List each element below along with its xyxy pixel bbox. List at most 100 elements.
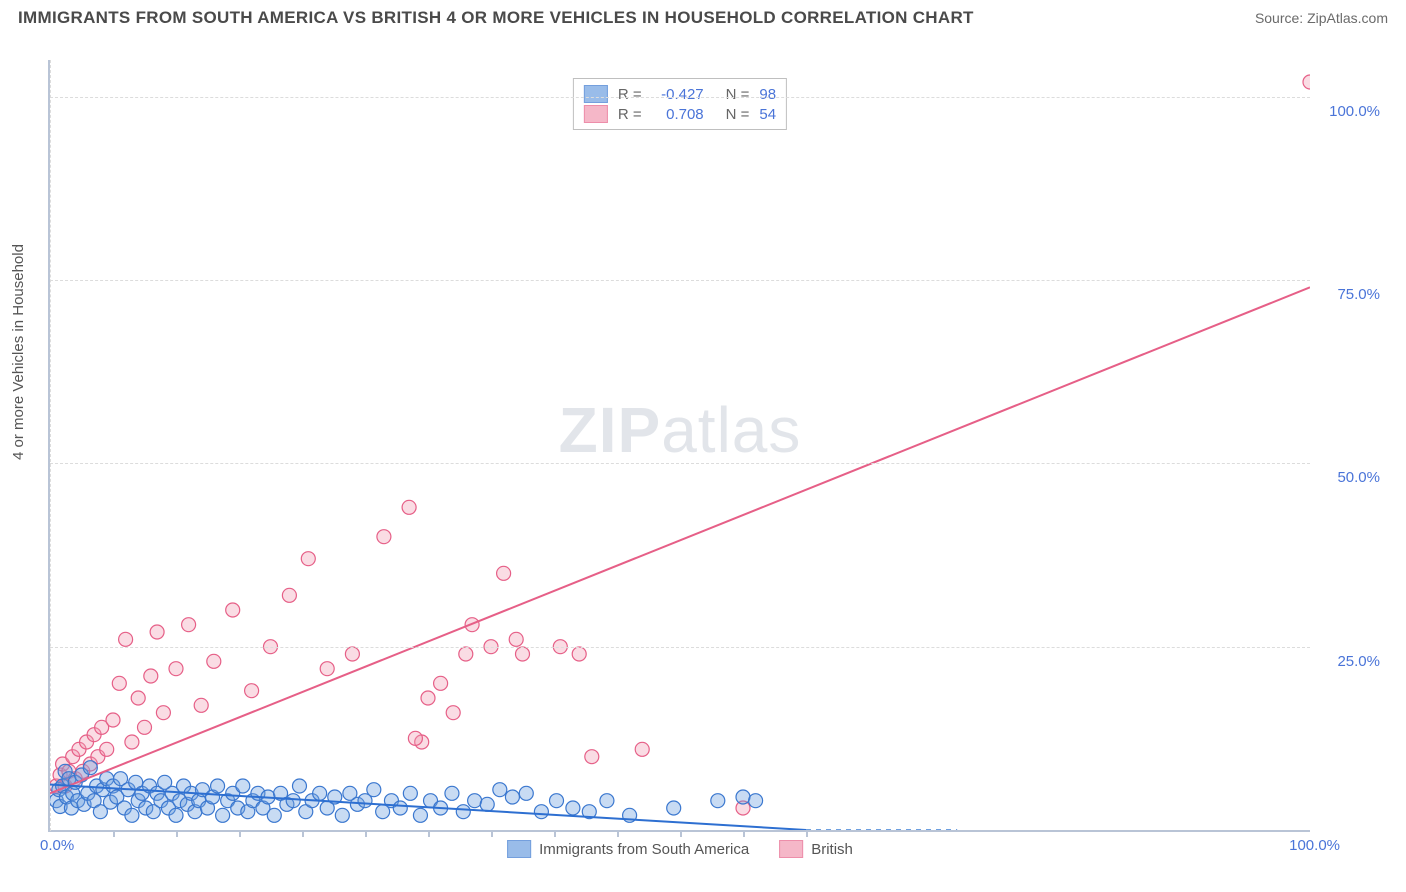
data-point: [585, 750, 599, 764]
data-point: [320, 662, 334, 676]
x-tick: [743, 830, 745, 837]
data-point: [534, 805, 548, 819]
data-point: [282, 588, 296, 602]
data-point: [445, 786, 459, 800]
data-point: [497, 566, 511, 580]
data-point: [635, 742, 649, 756]
x-tick: [680, 830, 682, 837]
data-point: [493, 783, 507, 797]
data-point: [434, 676, 448, 690]
data-point: [509, 632, 523, 646]
data-point: [83, 761, 97, 775]
series-legend-pink: British: [779, 840, 853, 858]
x-axis-label-0: 0.0%: [40, 837, 74, 854]
y-axis-label: 4 or more Vehicles in Household: [10, 244, 27, 460]
y-tick-label: 50.0%: [1337, 469, 1380, 486]
series-name-blue: Immigrants from South America: [539, 841, 749, 858]
data-point: [106, 713, 120, 727]
gridline: [50, 280, 1310, 281]
data-point: [459, 647, 473, 661]
data-point: [736, 790, 750, 804]
data-point: [169, 808, 183, 822]
data-point: [550, 794, 564, 808]
series-legend: Immigrants from South America British: [507, 840, 853, 858]
data-point: [566, 801, 580, 815]
data-point: [119, 632, 133, 646]
x-tick: [302, 830, 304, 837]
data-point: [393, 801, 407, 815]
x-tick: [806, 830, 808, 837]
data-point: [403, 786, 417, 800]
y-tick-label: 100.0%: [1329, 103, 1380, 120]
source-attribution: Source: ZipAtlas.com: [1255, 10, 1388, 26]
data-point: [267, 808, 281, 822]
data-point: [125, 808, 139, 822]
data-point: [156, 706, 170, 720]
data-point: [421, 691, 435, 705]
y-tick-label: 75.0%: [1337, 286, 1380, 303]
data-point: [125, 735, 139, 749]
data-point: [711, 794, 725, 808]
gridline: [50, 463, 1310, 464]
x-tick: [428, 830, 430, 837]
x-tick: [176, 830, 178, 837]
data-point: [335, 808, 349, 822]
chart-container: 4 or more Vehicles in Household ZIPatlas…: [0, 40, 1406, 892]
gridline: [50, 97, 1310, 98]
scatter-svg: [50, 60, 1310, 830]
data-point: [408, 731, 422, 745]
data-point: [402, 500, 416, 514]
x-tick: [491, 830, 493, 837]
series-legend-blue: Immigrants from South America: [507, 840, 749, 858]
data-point: [236, 779, 250, 793]
data-point: [516, 647, 530, 661]
y-tick-label: 25.0%: [1337, 653, 1380, 670]
data-point: [749, 794, 763, 808]
data-point: [286, 794, 300, 808]
data-point: [600, 794, 614, 808]
data-point: [207, 654, 221, 668]
data-point: [131, 691, 145, 705]
source-name: ZipAtlas.com: [1307, 10, 1388, 26]
data-point: [413, 808, 427, 822]
data-point: [345, 647, 359, 661]
swatch-blue: [507, 840, 531, 858]
x-tick: [365, 830, 367, 837]
data-point: [667, 801, 681, 815]
plot-area: ZIPatlas R = -0.427 N = 98 R = 0.708 N =…: [48, 60, 1310, 832]
source-label: Source:: [1255, 10, 1303, 26]
trend-line: [50, 287, 1310, 793]
data-point: [519, 786, 533, 800]
data-point: [112, 676, 126, 690]
data-point: [211, 779, 225, 793]
x-tick: [113, 830, 115, 837]
data-point: [301, 552, 315, 566]
data-point: [138, 720, 152, 734]
data-point: [226, 603, 240, 617]
data-point: [456, 805, 470, 819]
data-point: [572, 647, 586, 661]
data-point: [468, 794, 482, 808]
data-point: [480, 797, 494, 811]
chart-title: IMMIGRANTS FROM SOUTH AMERICA VS BRITISH…: [18, 8, 974, 28]
data-point: [505, 790, 519, 804]
data-point: [100, 742, 114, 756]
data-point: [446, 706, 460, 720]
x-tick: [554, 830, 556, 837]
x-tick: [239, 830, 241, 837]
data-point: [194, 698, 208, 712]
data-point: [367, 783, 381, 797]
x-axis-label-100: 100.0%: [1289, 837, 1340, 854]
data-point: [182, 618, 196, 632]
data-point: [292, 779, 306, 793]
data-point: [377, 530, 391, 544]
data-point: [216, 808, 230, 822]
data-point: [1303, 75, 1310, 89]
swatch-pink: [779, 840, 803, 858]
data-point: [245, 684, 259, 698]
data-point: [169, 662, 183, 676]
series-name-pink: British: [811, 841, 853, 858]
x-tick: [617, 830, 619, 837]
data-point: [150, 625, 164, 639]
gridline: [50, 647, 1310, 648]
